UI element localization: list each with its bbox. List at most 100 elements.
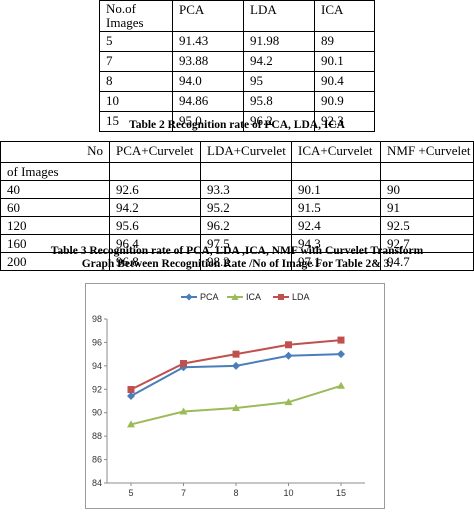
table-cell: 90.1: [291, 180, 381, 199]
y-tick-label: 98: [92, 314, 102, 324]
ica-data-point: [232, 404, 240, 412]
pca-data-point: [127, 391, 135, 400]
table-cell: 90.9: [314, 91, 375, 112]
table-header-row: No.of Images PCA LDA ICA: [99, 0, 375, 32]
table-cell: 96.2: [200, 216, 292, 235]
lda-data-point: [232, 350, 240, 358]
column-header: ICA: [314, 0, 375, 32]
x-tick-label: 8: [233, 488, 238, 498]
lda-data-point: [127, 386, 135, 394]
table-cell: 91.5: [291, 198, 381, 217]
x-tick-label: 10: [283, 488, 293, 498]
legend-marker: [231, 293, 239, 300]
legend-label: PCA: [200, 292, 219, 302]
y-tick-label: 86: [92, 455, 102, 465]
table-row: 200 96.8 98.2 97.1 94.7: [0, 252, 474, 271]
table-header-row: No PCA+Curvelet LDA+Curvelet ICA+Curvele…: [0, 141, 474, 163]
table-cell: 40: [0, 180, 110, 199]
table-cell: 97.1: [291, 252, 381, 271]
table-3: No PCA+Curvelet LDA+Curvelet ICA+Curvele…: [0, 141, 474, 271]
pca-data-point: [179, 363, 188, 372]
x-tick-label: 5: [128, 488, 133, 498]
table-row: 8 94.0 95 90.4: [99, 71, 375, 92]
table-cell: 92.5: [380, 216, 474, 235]
table-cell: 120: [0, 216, 110, 235]
x-tick-label: 15: [336, 488, 346, 498]
chart-frame: [85, 283, 385, 509]
x-tick-label: 7: [181, 488, 186, 498]
table-cell: 8: [99, 71, 173, 92]
table-cell: 94.7: [380, 252, 474, 271]
table-cell: 10: [99, 91, 173, 112]
table-cell: 94.2: [109, 198, 201, 217]
table-row: 5 91.43 91.98 89: [99, 31, 375, 52]
table-cell: 7: [99, 51, 173, 72]
table-3-caption: Table 3 Recognition rate of PCA, LDA ,IC…: [50, 245, 424, 257]
column-header: No: [0, 141, 110, 163]
ica-data-point: [127, 420, 135, 428]
pca-data-point: [284, 351, 293, 360]
table-cell: 98.2: [200, 252, 292, 271]
table-cell: 92.4: [291, 216, 381, 235]
y-tick-label: 88: [92, 431, 102, 441]
table-cell: 89: [314, 31, 375, 52]
ica-data-point: [337, 381, 345, 389]
recognition-rate-line-chart: PCA ICA LDA 84 86 88 90 92 94 96 98 5 7 8 10 15: [85, 283, 385, 509]
table-cell: 94.86: [172, 91, 244, 112]
pca-data-point: [232, 361, 240, 370]
table-cell: 95: [243, 71, 315, 92]
table-row: 60 94.2 95.2 91.5 91: [0, 198, 474, 217]
legend-label: ICA: [246, 292, 261, 302]
x-axis-ticks: 5 7 8 10 15: [128, 483, 346, 498]
table-2: No.of Images PCA LDA ICA 5 91.43 91.98 8…: [99, 0, 375, 132]
table-row: 10 94.86 95.8 90.9: [99, 91, 375, 112]
legend-marker: [185, 293, 193, 301]
table-cell: 94.0: [172, 71, 244, 92]
y-axis-ticks: 84 86 88 90 92 94 96 98: [92, 314, 107, 488]
table-row: 7 93.88 94.2 90.1: [99, 51, 375, 72]
table-row: 120 95.6 96.2 92.4 92.5: [0, 216, 474, 235]
column-header: NMF +Curvelet: [380, 141, 474, 163]
y-tick-label: 90: [92, 408, 102, 418]
column-header: LDA+Curvelet: [200, 141, 292, 163]
table-cell: 91.98: [243, 31, 315, 52]
table-row: 15 95.0 96.2 92.3: [99, 111, 375, 132]
graph-caption: Graph Between Recognition Rate /No of Im…: [81, 258, 393, 270]
column-header: LDA: [243, 0, 315, 32]
table-cell: 95.2: [200, 198, 292, 217]
table-cell: 92.7: [380, 234, 474, 253]
table-cell: 92.6: [109, 180, 201, 199]
table-cell: 96.2: [243, 111, 315, 132]
lda-data-point: [285, 341, 292, 349]
table-cell: 96.8: [109, 252, 201, 271]
table-cell: 94.2: [243, 51, 315, 72]
table-cell: 95.8: [243, 91, 315, 112]
chart-series: [127, 336, 345, 428]
y-tick-label: 96: [92, 337, 102, 347]
table-row: 40 92.6 93.3 90.1 90: [0, 180, 474, 199]
column-header: No.of Images: [99, 0, 173, 32]
empty-cell: [109, 162, 201, 181]
table-cell: 92.3: [314, 111, 375, 132]
column-subheader: of Images: [0, 162, 110, 181]
lda-data-point: [180, 360, 187, 368]
table-cell: 15: [99, 111, 173, 132]
empty-cell: [380, 162, 474, 181]
table-cell: 90: [380, 180, 474, 199]
table-cell: 93.3: [200, 180, 292, 199]
column-header: PCA: [172, 0, 244, 32]
column-header: ICA+Curvelet: [291, 141, 381, 163]
table-cell: 91: [380, 198, 474, 217]
ica-data-point: [179, 407, 188, 415]
lda-data-point: [337, 336, 345, 344]
legend-label: LDA: [292, 292, 310, 302]
table-cell: 60: [0, 198, 110, 217]
y-tick-label: 94: [92, 361, 102, 371]
ica-data-point: [284, 398, 293, 406]
table-cell: 93.88: [172, 51, 244, 72]
pca-data-point: [337, 350, 345, 359]
y-tick-label: 84: [92, 478, 102, 488]
legend-marker: [278, 294, 284, 300]
empty-cell: [200, 162, 292, 181]
table-cell: 95.6: [109, 216, 201, 235]
